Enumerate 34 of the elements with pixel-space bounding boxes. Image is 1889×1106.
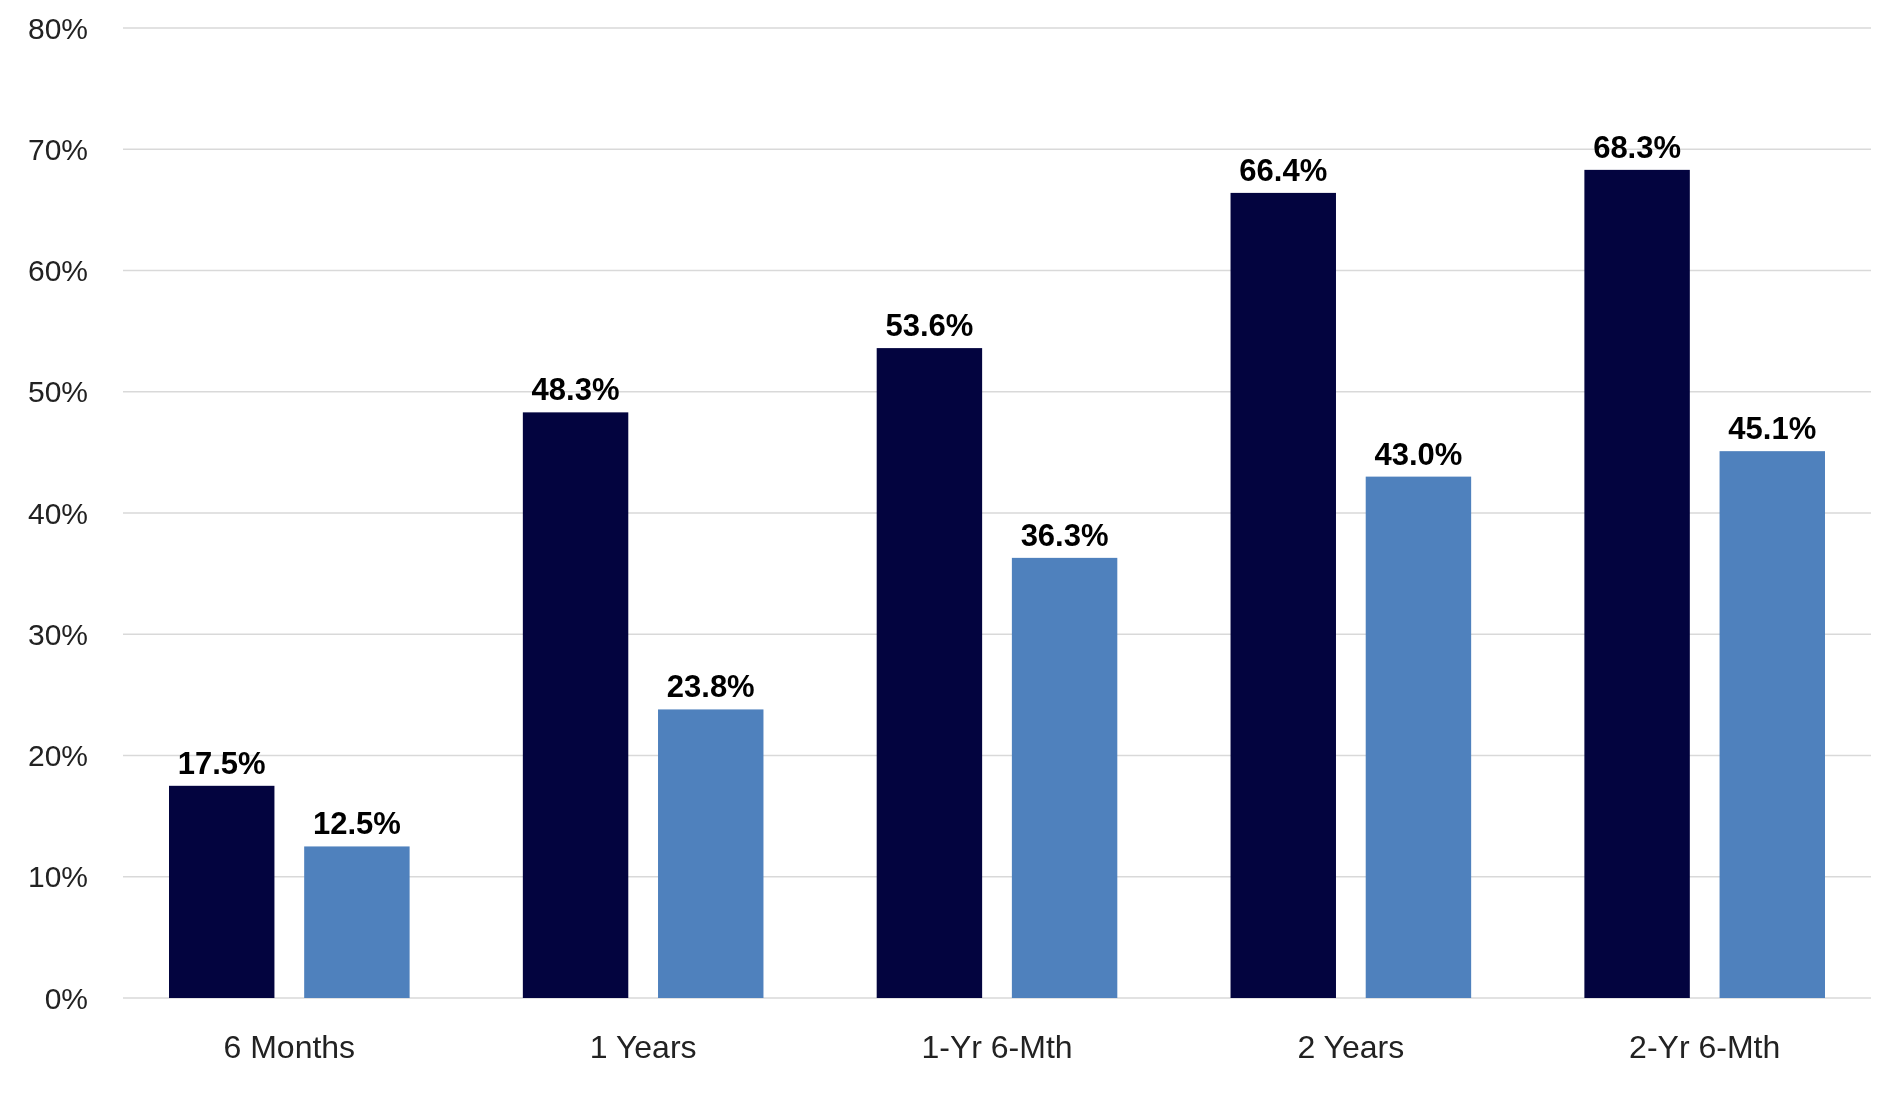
y-tick-label: 40% <box>27 496 88 530</box>
x-tick-label: 6 Months <box>223 1029 356 1065</box>
bar <box>169 785 275 998</box>
data-label: 48.3% <box>531 372 620 408</box>
x-tick-label: 1-Yr 6-Mth <box>921 1029 1073 1065</box>
x-tick-label: 2 Years <box>1297 1029 1405 1065</box>
x-tick-label: 2-Yr 6-Mth <box>1629 1029 1781 1065</box>
data-label: 45.1% <box>1728 411 1817 447</box>
bar <box>1365 476 1472 998</box>
bar <box>522 412 629 998</box>
data-label: 66.4% <box>1239 152 1328 188</box>
y-tick-label: 30% <box>27 617 88 651</box>
data-label: 17.5% <box>177 745 266 781</box>
data-label: 12.5% <box>312 806 401 842</box>
bar <box>876 348 983 998</box>
bar <box>1719 451 1825 998</box>
bar <box>1584 169 1690 998</box>
bar <box>658 709 764 998</box>
bar <box>304 846 410 998</box>
y-tick-label: 0% <box>44 981 88 1015</box>
data-label: 43.0% <box>1374 436 1463 472</box>
x-tick-label: 1 Years <box>589 1029 697 1065</box>
y-tick-label: 70% <box>27 132 88 166</box>
data-label: 53.6% <box>885 308 974 344</box>
y-tick-label: 50% <box>27 375 88 409</box>
data-label: 36.3% <box>1020 517 1109 553</box>
y-tick-label: 60% <box>27 254 88 287</box>
data-label: 23.8% <box>666 669 755 705</box>
bar <box>1230 192 1336 998</box>
y-tick-label: 10% <box>27 860 88 894</box>
bar <box>1011 557 1118 998</box>
y-tick-label: 80% <box>27 11 88 45</box>
data-label: 68.3% <box>1593 129 1682 165</box>
y-tick-label: 20% <box>27 739 88 772</box>
